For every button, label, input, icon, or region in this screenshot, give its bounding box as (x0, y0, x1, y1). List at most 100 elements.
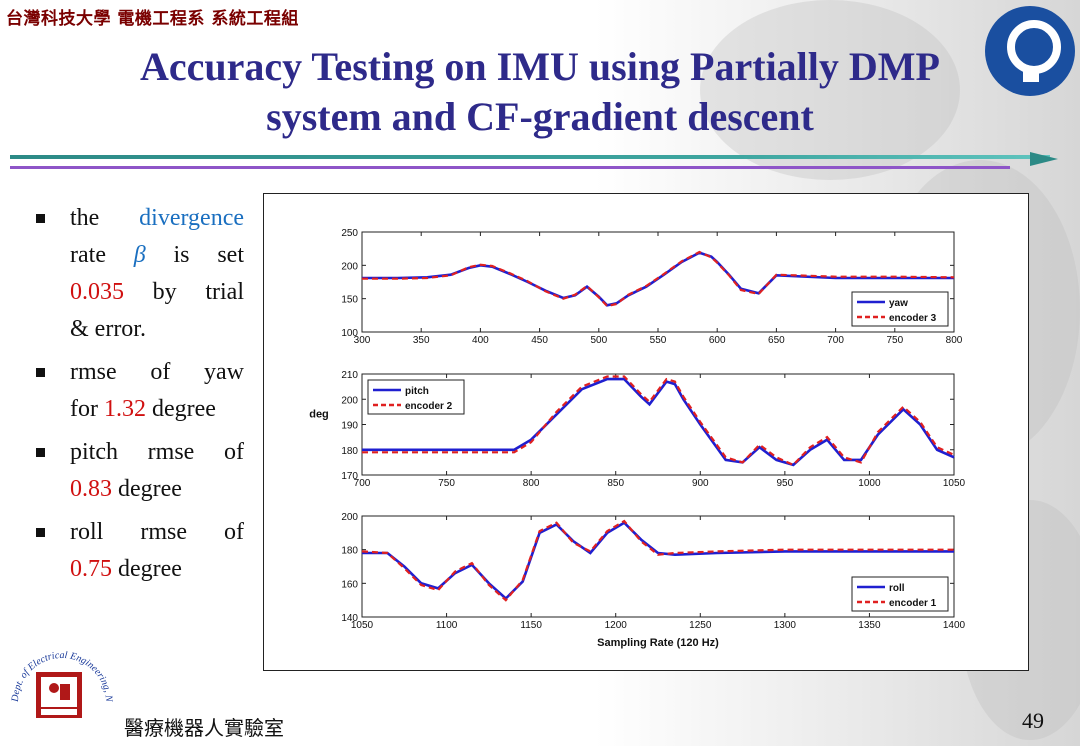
bullet-item: rmse of yaw for 1.32 degree (34, 354, 244, 428)
x-tick-label: 300 (354, 335, 371, 346)
legend-box (851, 576, 949, 612)
bullet-item: pitch rmse of 0.83 degree (34, 434, 244, 508)
bullet-text: of (224, 519, 245, 545)
x-tick-label: 600 (709, 335, 726, 346)
x-tick-label: 1250 (689, 620, 712, 631)
bullet-text: degree (118, 556, 182, 582)
y-tick-label: 250 (341, 228, 358, 239)
x-tick-label: 750 (886, 335, 903, 346)
x-tick-label: 1050 (943, 478, 966, 489)
title-divider-teal (10, 155, 1050, 159)
divergence-value: 0.035 (70, 279, 124, 305)
x-tick-label: 800 (946, 335, 963, 346)
bullet-text: rmse (70, 359, 117, 385)
y-tick-label: 190 (341, 421, 358, 432)
chart-figure: 300 350 400 450 500 550 600 650 700 750 800 100 150 2… (263, 193, 1029, 671)
legend-label: encoder 1 (889, 598, 937, 609)
department-header: 台灣科技大學 電機工程系 系統工程組 (6, 9, 299, 29)
x-tick-label: 750 (438, 478, 455, 489)
bullet-item: the divergence rate β is set 0.035 by tr… (34, 200, 244, 348)
x-axis-label: Sampling Rate (120 Hz) (597, 637, 719, 649)
series-line-encoder-2 (362, 375, 955, 467)
x-tick-label: 450 (531, 335, 548, 346)
x-tick-label: 500 (590, 335, 607, 346)
bullet-text: degree (151, 396, 216, 422)
y-tick-label: 160 (341, 579, 358, 590)
x-tick-label: 700 (354, 478, 371, 489)
beta-symbol: β (133, 242, 146, 268)
bullet-text: trial (205, 279, 244, 305)
x-tick-label: 1200 (605, 620, 628, 631)
legend-box (851, 291, 949, 327)
bullet-text: set (217, 242, 244, 268)
legend-box (367, 379, 465, 415)
divider-arrow-icon (1030, 152, 1058, 166)
roll-rmse-value: 0.75 (70, 556, 112, 582)
pitch-rmse-value: 0.83 (70, 476, 112, 502)
y-tick-label: 210 (341, 370, 358, 381)
title-line-2: system and CF-gradient descent (266, 94, 814, 139)
university-emblem-icon (985, 6, 1075, 96)
y-tick-label: 180 (341, 446, 358, 457)
x-tick-label: 350 (413, 335, 430, 346)
x-tick-label: 1400 (943, 620, 966, 631)
y-tick-label: 150 (341, 295, 358, 306)
title-line-1: Accuracy Testing on IMU using Partially … (140, 44, 940, 89)
x-tick-label: 1050 (351, 620, 374, 631)
slide-title: Accuracy Testing on IMU using Partially … (60, 42, 1020, 142)
bullet-text: rate (70, 242, 106, 268)
legend-label: roll (889, 583, 905, 594)
bullet-square-icon (36, 368, 45, 377)
y-axis-label: deg (309, 409, 329, 421)
bullet-text: degree (118, 476, 182, 502)
bullet-square-icon (36, 528, 45, 537)
y-tick-label: 200 (341, 395, 358, 406)
x-tick-label: 650 (768, 335, 785, 346)
y-tick-label: 180 (341, 546, 358, 557)
bullet-square-icon (36, 448, 45, 457)
x-tick-label: 850 (607, 478, 624, 489)
series-line-pitch (362, 377, 955, 467)
bullet-text: for (70, 396, 98, 422)
bullet-item: roll rmse of 0.75 degree (34, 514, 244, 588)
y-tick-label: 100 (341, 328, 358, 339)
bullet-text: rmse (147, 439, 195, 465)
bullet-text: of (150, 359, 171, 385)
bullet-text: the (70, 205, 100, 231)
x-tick-label: 700 (827, 335, 844, 346)
lab-name: 醫療機器人實驗室 (124, 716, 284, 740)
bullet-text: roll (70, 519, 104, 545)
y-tick-label: 200 (341, 512, 358, 523)
bullet-text: yaw (204, 359, 245, 385)
x-tick-label: 400 (472, 335, 489, 346)
lab-seal-icon: Dept. of Electrical Engineering, Nationa… (2, 632, 114, 718)
bullet-text: pitch (70, 439, 118, 465)
bullet-text: rmse (140, 519, 187, 545)
y-tick-label: 170 (341, 471, 358, 482)
x-tick-label: 1300 (774, 620, 797, 631)
series-line-encoder-3 (362, 250, 955, 308)
x-tick-label: 900 (692, 478, 709, 489)
x-tick-label: 1350 (858, 620, 881, 631)
background-blob (700, 0, 960, 180)
bullet-list: the divergence rate β is set 0.035 by tr… (34, 200, 244, 594)
x-tick-label: 550 (650, 335, 667, 346)
legend-label: encoder 3 (889, 313, 937, 324)
page-number: 49 (1022, 708, 1044, 733)
bullet-text: by (152, 279, 177, 305)
chart-canvas: 300 350 400 450 500 550 600 650 700 750 800 100 150 2… (309, 228, 966, 649)
bullet-text: divergence (139, 205, 244, 231)
series-line-encoder-1 (361, 519, 954, 602)
legend-label: yaw (889, 298, 908, 309)
bullet-text: of (224, 439, 244, 465)
title-divider-purple (10, 166, 1010, 169)
x-tick-label: 950 (777, 478, 794, 489)
x-tick-label: 800 (523, 478, 540, 489)
yaw-rmse-value: 1.32 (103, 396, 146, 422)
bullet-text: is (173, 242, 190, 268)
x-tick-label: 1100 (436, 620, 458, 631)
y-tick-label: 140 (341, 613, 358, 624)
legend-label: pitch (405, 386, 429, 397)
x-tick-label: 1150 (520, 620, 542, 631)
y-tick-label: 200 (341, 261, 358, 272)
